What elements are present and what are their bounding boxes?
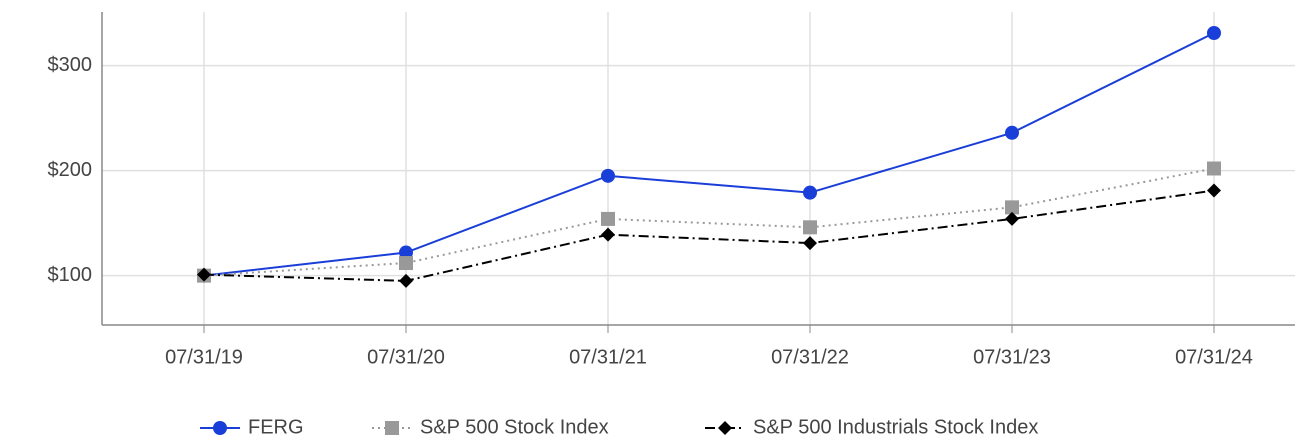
series-line	[203, 32, 1215, 277]
marker	[213, 421, 227, 435]
marker	[399, 256, 413, 271]
marker	[197, 267, 211, 282]
marker	[399, 273, 413, 288]
marker	[1207, 26, 1221, 41]
marker	[718, 421, 732, 435]
marker	[1005, 211, 1019, 226]
y-tick-label: $200	[48, 159, 93, 181]
marker	[803, 185, 817, 200]
marker	[1207, 183, 1221, 198]
legend-label: S&P 500 Stock Index	[420, 416, 609, 438]
marker	[399, 245, 413, 260]
marker	[1207, 161, 1221, 176]
marker	[601, 168, 615, 183]
marker	[601, 211, 615, 226]
x-tick-label: 07/31/19	[165, 346, 243, 368]
marker	[1005, 125, 1019, 140]
marker	[385, 421, 399, 435]
marker	[1005, 200, 1019, 215]
x-tick-label: 07/31/22	[771, 346, 849, 368]
marker	[803, 220, 817, 235]
x-tick-label: 07/31/20	[367, 346, 445, 368]
y-tick-label: $300	[48, 54, 93, 76]
legend-label: FERG	[248, 416, 304, 438]
x-tick-label: 07/31/23	[973, 346, 1051, 368]
x-tick-label: 07/31/21	[569, 346, 647, 368]
legend-label: S&P 500 Industrials Stock Index	[753, 416, 1038, 438]
marker	[803, 236, 817, 251]
x-tick-label: 07/31/24	[1175, 346, 1253, 368]
series-line	[203, 167, 1215, 277]
y-tick-label: $100	[48, 264, 93, 286]
marker	[601, 227, 615, 242]
series-line	[203, 189, 1215, 282]
